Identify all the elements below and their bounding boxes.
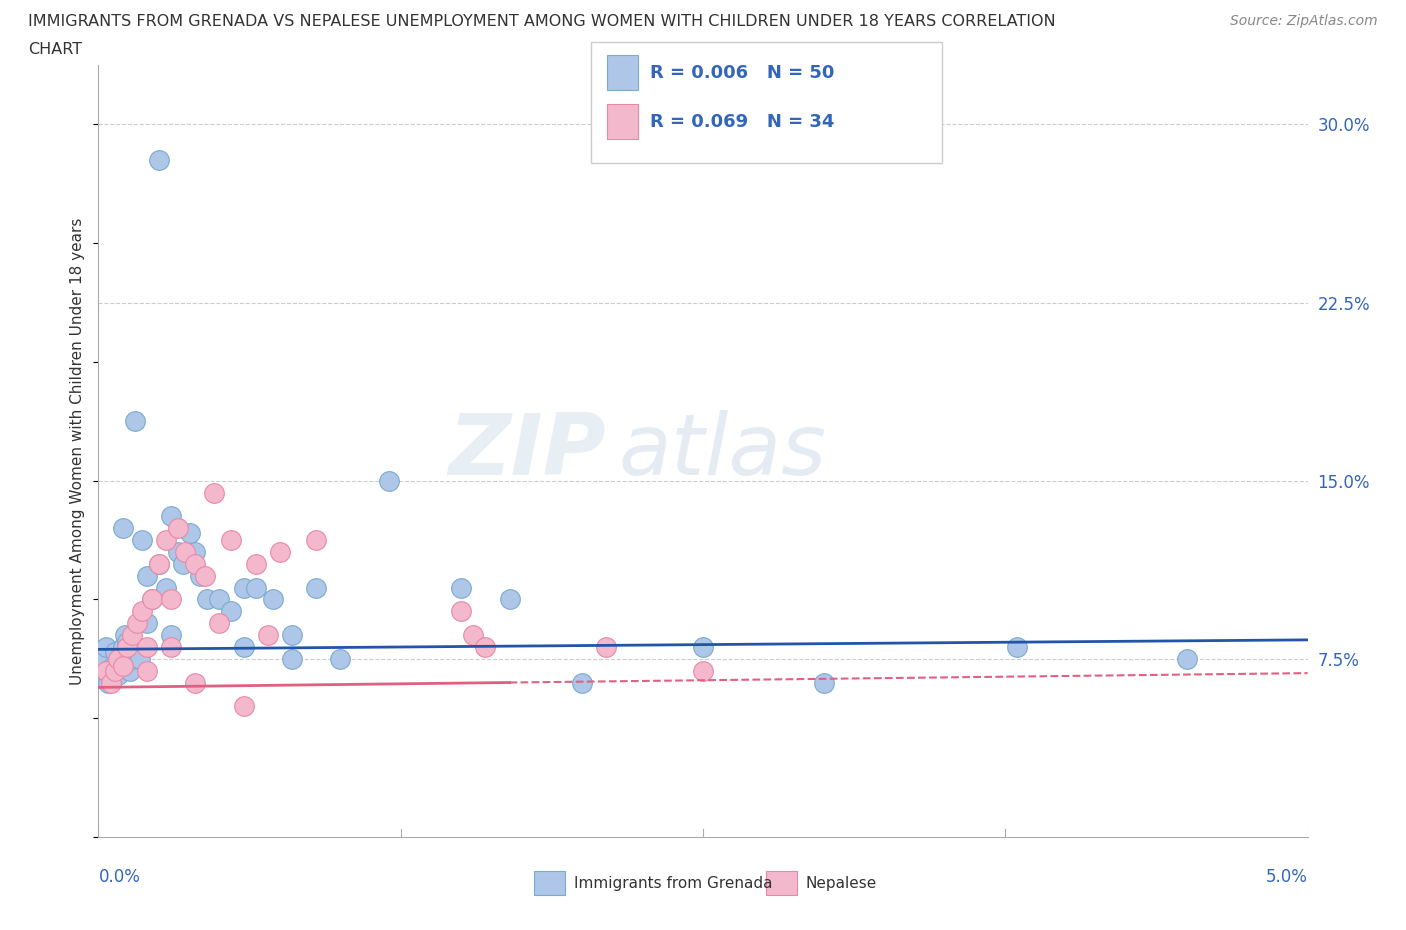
Immigrants from Grenada — [101, 658, 124, 673]
Immigrants from Grenada — [127, 640, 149, 655]
Nepalese — [184, 675, 207, 690]
Immigrants from Grenada — [111, 640, 134, 655]
Text: IMMIGRANTS FROM GRENADA VS NEPALESE UNEMPLOYMENT AMONG WOMEN WITH CHILDREN UNDER: IMMIGRANTS FROM GRENADA VS NEPALESE UNEM… — [28, 14, 1056, 29]
Nepalese — [167, 521, 190, 536]
Immigrants from Grenada — [188, 568, 211, 583]
Nepalese — [174, 545, 197, 560]
Immigrants from Grenada — [221, 604, 243, 618]
Nepalese — [121, 628, 143, 643]
Immigrants from Grenada — [167, 545, 190, 560]
Nepalese — [208, 616, 231, 631]
Immigrants from Grenada — [498, 592, 520, 607]
Nepalese — [160, 640, 183, 655]
Nepalese — [160, 592, 183, 607]
Immigrants from Grenada — [100, 663, 122, 678]
Nepalese — [131, 604, 153, 618]
Nepalese — [204, 485, 226, 500]
Immigrants from Grenada — [377, 473, 399, 488]
Nepalese — [232, 699, 254, 714]
Nepalese — [135, 640, 157, 655]
Nepalese — [450, 604, 472, 618]
Nepalese — [245, 556, 267, 571]
Text: ZIP: ZIP — [449, 409, 606, 493]
Nepalese — [141, 592, 163, 607]
Text: Nepalese: Nepalese — [806, 876, 877, 891]
Immigrants from Grenada — [281, 628, 304, 643]
Immigrants from Grenada — [97, 675, 120, 690]
Text: R = 0.069   N = 34: R = 0.069 N = 34 — [650, 113, 834, 131]
Nepalese — [94, 663, 117, 678]
Immigrants from Grenada — [305, 580, 328, 595]
Immigrants from Grenada — [121, 651, 143, 666]
Immigrants from Grenada — [281, 651, 304, 666]
Text: 5.0%: 5.0% — [1265, 868, 1308, 886]
Immigrants from Grenada — [232, 580, 254, 595]
Immigrants from Grenada — [131, 533, 153, 548]
Nepalese — [256, 628, 278, 643]
Nepalese — [111, 658, 134, 673]
Nepalese — [184, 556, 207, 571]
Immigrants from Grenada — [179, 525, 201, 540]
Text: CHART: CHART — [28, 42, 82, 57]
Nepalese — [100, 675, 122, 690]
Nepalese — [474, 640, 496, 655]
Nepalese — [135, 663, 157, 678]
Immigrants from Grenada — [232, 640, 254, 655]
Nepalese — [305, 533, 328, 548]
Nepalese — [148, 556, 170, 571]
Immigrants from Grenada — [208, 592, 231, 607]
Immigrants from Grenada — [450, 580, 472, 595]
Immigrants from Grenada — [135, 616, 157, 631]
Immigrants from Grenada — [124, 414, 146, 429]
Y-axis label: Unemployment Among Women with Children Under 18 years: Unemployment Among Women with Children U… — [70, 218, 86, 684]
Text: Source: ZipAtlas.com: Source: ZipAtlas.com — [1230, 14, 1378, 28]
Nepalese — [595, 640, 617, 655]
Nepalese — [194, 568, 217, 583]
Nepalese — [117, 640, 139, 655]
Nepalese — [155, 533, 177, 548]
Immigrants from Grenada — [118, 663, 141, 678]
Immigrants from Grenada — [148, 556, 170, 571]
Immigrants from Grenada — [571, 675, 593, 690]
Nepalese — [107, 651, 129, 666]
Nepalese — [127, 616, 149, 631]
Immigrants from Grenada — [262, 592, 284, 607]
Immigrants from Grenada — [1175, 651, 1198, 666]
Immigrants from Grenada — [94, 640, 117, 655]
Immigrants from Grenada — [172, 556, 194, 571]
Immigrants from Grenada — [329, 651, 352, 666]
Text: atlas: atlas — [619, 409, 827, 493]
Immigrants from Grenada — [114, 628, 136, 643]
Immigrants from Grenada — [195, 592, 218, 607]
Immigrants from Grenada — [141, 592, 163, 607]
Nepalese — [463, 628, 485, 643]
Nepalese — [269, 545, 291, 560]
Immigrants from Grenada — [245, 580, 267, 595]
Immigrants from Grenada — [108, 651, 131, 666]
Immigrants from Grenada — [111, 521, 134, 536]
Immigrants from Grenada — [91, 651, 114, 666]
Immigrants from Grenada — [128, 651, 150, 666]
Nepalese — [221, 533, 243, 548]
Text: 0.0%: 0.0% — [98, 868, 141, 886]
Immigrants from Grenada — [160, 628, 183, 643]
Nepalese — [692, 663, 714, 678]
Immigrants from Grenada — [155, 580, 177, 595]
Immigrants from Grenada — [148, 153, 170, 167]
Text: R = 0.006   N = 50: R = 0.006 N = 50 — [650, 63, 834, 82]
Immigrants from Grenada — [107, 668, 129, 683]
Immigrants from Grenada — [692, 640, 714, 655]
Text: Immigrants from Grenada: Immigrants from Grenada — [574, 876, 772, 891]
Immigrants from Grenada — [117, 635, 139, 650]
Immigrants from Grenada — [135, 568, 157, 583]
Immigrants from Grenada — [160, 509, 183, 524]
Nepalese — [104, 663, 127, 678]
Immigrants from Grenada — [104, 644, 127, 659]
Immigrants from Grenada — [184, 545, 207, 560]
Immigrants from Grenada — [813, 675, 835, 690]
Immigrants from Grenada — [1007, 640, 1029, 655]
